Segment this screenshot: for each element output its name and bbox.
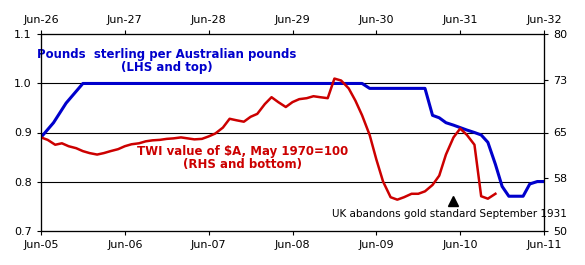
Text: TWI value of $A, May 1970=100: TWI value of $A, May 1970=100 (136, 145, 348, 158)
Text: UK abandons gold standard September 1931: UK abandons gold standard September 1931 (332, 209, 567, 219)
Text: (LHS and top): (LHS and top) (121, 61, 212, 74)
Text: Pounds  sterling per Australian pounds: Pounds sterling per Australian pounds (37, 47, 297, 61)
Text: (RHS and bottom): (RHS and bottom) (183, 158, 302, 171)
